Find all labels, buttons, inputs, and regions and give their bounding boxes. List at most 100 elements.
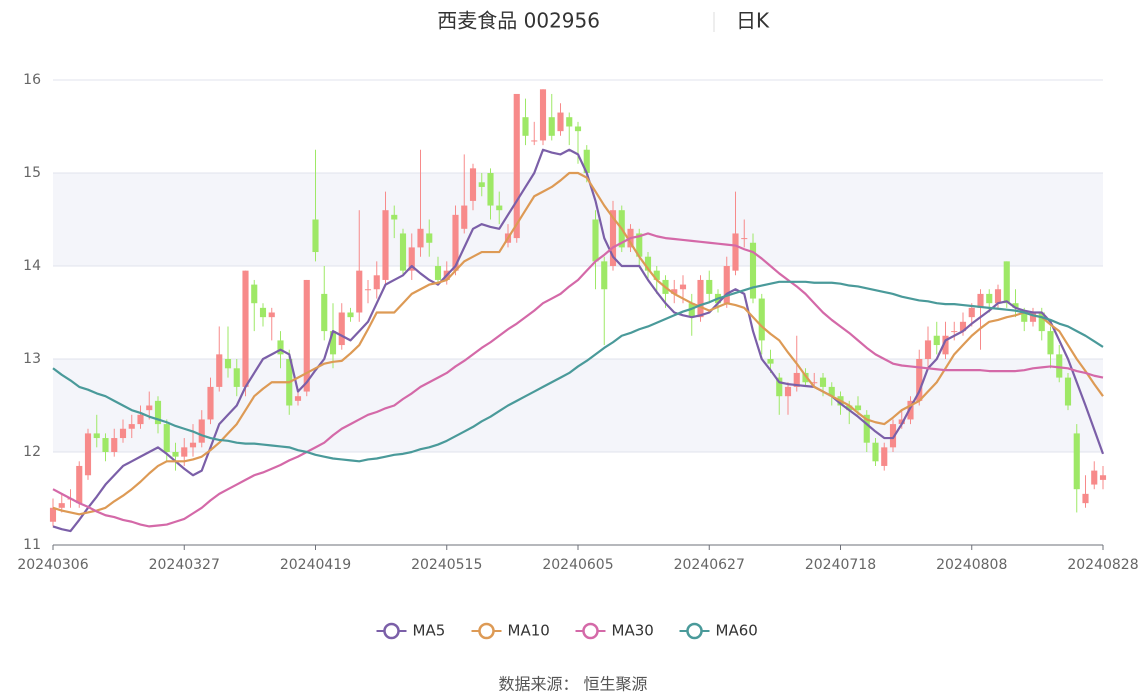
candle-body bbox=[1056, 354, 1063, 378]
candle-body bbox=[889, 424, 897, 448]
candle-body bbox=[146, 405, 153, 411]
x-tick-label: 20240718 bbox=[805, 557, 876, 573]
candle-body bbox=[426, 233, 433, 243]
candle-body bbox=[531, 140, 538, 142]
candle-body bbox=[198, 419, 205, 443]
candle-body bbox=[548, 117, 555, 136]
candle-body bbox=[119, 428, 127, 439]
candle-body bbox=[697, 279, 704, 318]
candle-body bbox=[872, 442, 879, 462]
candle-body bbox=[566, 117, 573, 127]
legend-item: MA5 bbox=[376, 622, 446, 640]
candle-body bbox=[644, 256, 652, 271]
candle-body bbox=[259, 307, 267, 318]
legend-item: MA60 bbox=[679, 622, 758, 640]
legend-item: MA10 bbox=[471, 622, 550, 640]
candle-body bbox=[224, 359, 232, 369]
candle-body bbox=[968, 307, 975, 318]
candle-body bbox=[784, 386, 792, 397]
candle-body bbox=[347, 312, 354, 318]
ma-line bbox=[52, 171, 1104, 516]
x-tick-label: 20240627 bbox=[674, 557, 745, 573]
x-tick-label: 20240327 bbox=[149, 557, 220, 573]
candle-body bbox=[1038, 312, 1045, 332]
candle-body bbox=[268, 312, 275, 318]
candle-body bbox=[513, 93, 520, 239]
candle-body bbox=[233, 368, 240, 387]
candle-body bbox=[487, 173, 494, 206]
x-tick-label: 20240605 bbox=[542, 557, 613, 573]
candle-body bbox=[364, 289, 372, 291]
candle-body bbox=[811, 382, 818, 384]
candle-body bbox=[294, 396, 302, 401]
candle-body bbox=[863, 414, 870, 443]
candle-body bbox=[723, 266, 730, 304]
x-tick-label: 20240306 bbox=[17, 557, 88, 573]
candle-body bbox=[758, 298, 765, 341]
candle-body bbox=[242, 270, 249, 387]
candle-body bbox=[977, 293, 984, 308]
source-note: 数据来源： 恒生聚源 bbox=[498, 675, 647, 694]
candle-body bbox=[338, 312, 345, 346]
chart-title: 西麦食品 002956 bbox=[437, 9, 600, 33]
legend-swatch bbox=[478, 622, 495, 640]
candle-body bbox=[84, 433, 92, 476]
candle-body bbox=[434, 266, 442, 280]
y-tick-label: 13 bbox=[23, 351, 41, 367]
candle-body bbox=[461, 205, 468, 229]
candle-body bbox=[671, 289, 678, 294]
candle-body bbox=[382, 210, 389, 280]
candle-body bbox=[452, 214, 459, 271]
candle-body bbox=[391, 214, 398, 220]
candle-body bbox=[163, 424, 170, 452]
candle-body bbox=[1073, 433, 1080, 490]
y-tick-label: 15 bbox=[23, 165, 41, 181]
candle-body bbox=[854, 405, 862, 411]
candle-body bbox=[496, 205, 503, 211]
candle-body bbox=[1047, 331, 1054, 355]
y-tick-label: 14 bbox=[23, 258, 41, 274]
candle-body bbox=[653, 270, 660, 280]
candle-body bbox=[1012, 303, 1019, 308]
candle-body bbox=[881, 447, 888, 466]
candle-body bbox=[128, 424, 135, 429]
candle-body bbox=[933, 335, 940, 346]
candle-body bbox=[749, 242, 757, 299]
candle-body bbox=[583, 149, 590, 173]
candle-body bbox=[312, 219, 319, 253]
legend-label: MA30 bbox=[612, 622, 654, 640]
candle-body bbox=[408, 247, 415, 271]
candle-body bbox=[679, 284, 687, 290]
candle-body bbox=[916, 359, 923, 401]
candle-body bbox=[181, 447, 188, 457]
candle-body bbox=[959, 321, 967, 332]
legend-label: MA5 bbox=[413, 622, 446, 640]
candle-body bbox=[102, 438, 109, 452]
candle-body bbox=[356, 270, 363, 313]
x-tick-label: 20240808 bbox=[936, 557, 1007, 573]
candle-body bbox=[1003, 261, 1010, 304]
candle-body bbox=[207, 386, 214, 420]
candle-body bbox=[277, 340, 284, 355]
candle-body bbox=[732, 233, 739, 271]
candle-body bbox=[137, 414, 144, 425]
candle-body bbox=[1064, 377, 1072, 406]
legend-swatch bbox=[582, 622, 599, 640]
candle-body bbox=[907, 400, 914, 420]
candle-body bbox=[539, 89, 547, 141]
legend-swatch bbox=[686, 622, 703, 640]
candle-body bbox=[49, 507, 57, 522]
candle-body bbox=[1082, 493, 1089, 504]
candle-body bbox=[111, 438, 118, 452]
candle-body bbox=[522, 117, 529, 136]
candle-body bbox=[767, 359, 774, 364]
y-tick-label: 11 bbox=[23, 537, 41, 553]
y-tick-label: 16 bbox=[23, 72, 41, 88]
candle-body bbox=[601, 261, 608, 290]
legend-label: MA60 bbox=[716, 622, 758, 640]
candle-body bbox=[986, 293, 993, 304]
candle-body bbox=[802, 372, 809, 383]
candle-body bbox=[942, 335, 949, 355]
candle-body bbox=[329, 331, 337, 355]
